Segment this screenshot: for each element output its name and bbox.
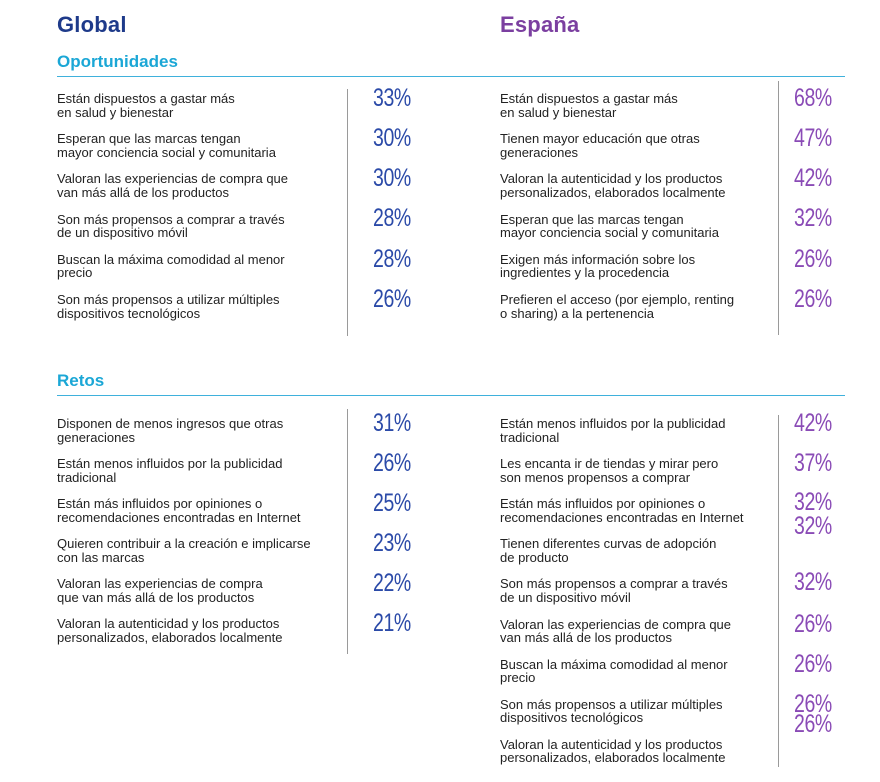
stat-percentage: 28%: [373, 244, 411, 273]
stat-row: Son más propensos a comprar a través de …: [500, 577, 880, 617]
stat-row: Buscan la máxima comodidad al menor prec…: [57, 253, 437, 293]
stat-description: Prefieren el acceso (por ejemplo, rentin…: [500, 292, 735, 321]
global-column-title: Global: [57, 12, 127, 37]
stat-description: Valoran las experiencias de compra que v…: [57, 576, 263, 605]
stat-row: Están dispuestos a gastar más en salud y…: [57, 92, 437, 132]
spain-column-title: España: [500, 12, 580, 37]
stat-row: Exigen más información sobre los ingredi…: [500, 253, 880, 293]
stat-percentage: 68%: [794, 84, 832, 112]
stat-percentage: 30%: [373, 164, 411, 193]
stat-description: Son más propensos a comprar a través de …: [57, 211, 285, 241]
stat-row: Esperan que las marcas tengan mayor conc…: [57, 132, 437, 172]
stat-description: Quieren contribuir a la creación e impli…: [57, 536, 311, 565]
ret-spain-separator: [778, 415, 779, 767]
stat-row: Quieren contribuir a la creación e impli…: [57, 537, 437, 577]
stat-percentage: 26%: [794, 709, 832, 738]
stat-description: Están más influidos por opiniones o reco…: [57, 496, 301, 525]
stat-percentage: 21%: [373, 609, 411, 637]
stat-description: Valoran las experiencias de compra que v…: [57, 171, 289, 200]
stat-description: Valoran la autenticidad y los productos …: [500, 736, 726, 766]
stat-row: Valoran las experiencias de compra que v…: [57, 172, 437, 212]
stat-description: Tienen mayor educación que otras generac…: [500, 131, 700, 160]
stat-description: Valoran la autenticidad y los productos …: [500, 171, 726, 200]
stat-row: Son más propensos a utilizar múltiples d…: [57, 293, 437, 333]
stat-row: Valoran la autenticidad y los productos …: [57, 617, 437, 657]
stat-percentage: 26%: [373, 285, 411, 313]
stat-row: Tienen diferentes curvas de adopción de …: [500, 537, 880, 577]
stat-row: Están menos influidos por la publicidad …: [57, 457, 437, 497]
opportunities-divider: [57, 76, 845, 77]
stat-description: Tienen diferentes curvas de adopción de …: [500, 536, 717, 565]
stat-row: Son más propensos a comprar a través de …: [57, 211, 437, 253]
stat-percentage: 37%: [794, 449, 832, 478]
stat-row: Están menos influidos por la publicidad …: [500, 417, 880, 457]
stat-description: Exigen más información sobre los ingredi…: [500, 251, 696, 281]
stat-description: Están dispuestos a gastar más en salud y…: [57, 91, 235, 120]
stat-description: Están dispuestos a gastar más en salud y…: [500, 91, 678, 120]
stat-percentage: 32%: [794, 203, 832, 232]
stat-row: Les encanta ir de tiendas y mirar pero s…: [500, 457, 880, 497]
opp-global-separator: [347, 89, 348, 336]
stat-row: Son más propensos a utilizar múltiples d…: [500, 696, 880, 738]
ret-global-separator: [347, 409, 348, 654]
stat-percentage: 47%: [794, 124, 832, 153]
stat-description: Les encanta ir de tiendas y mirar pero s…: [500, 456, 719, 485]
stat-percentage: 42%: [794, 409, 832, 437]
stat-row: Esperan que las marcas tengan mayor conc…: [500, 211, 880, 253]
stat-description: Buscan la máxima comodidad al menor prec…: [500, 656, 728, 686]
stat-row: Valoran las experiencias de compra que v…: [57, 577, 437, 617]
stat-percentage: 26%: [794, 609, 832, 638]
stat-percentage: 26%: [794, 285, 832, 313]
stat-description: Disponen de menos ingresos que otras gen…: [57, 416, 284, 445]
stat-description: Están menos influidos por la publicidad …: [500, 416, 726, 445]
stat-percentage: 32%: [794, 568, 832, 597]
stat-percentage: 26%: [794, 649, 832, 678]
stat-row: Valoran la autenticidad y los productos …: [500, 738, 880, 778]
stat-percentage: 26%: [794, 244, 832, 273]
stat-row: Buscan la máxima comodidad al menor prec…: [500, 656, 880, 698]
stat-percentage: 33%: [373, 84, 411, 112]
stat-row: Valoran la autenticidad y los productos …: [500, 172, 880, 212]
stat-percentage: 32%: [794, 488, 832, 517]
stat-row: Prefieren el acceso (por ejemplo, rentin…: [500, 293, 880, 333]
stat-row: Están más influidos por opiniones o reco…: [500, 497, 880, 537]
stat-row: Valoran las experiencias de compra que v…: [500, 616, 880, 658]
stat-description: Buscan la máxima comodidad al menor prec…: [57, 251, 285, 281]
stat-percentage: 30%: [373, 124, 411, 153]
stat-description: Valoran la autenticidad y los productos …: [57, 616, 283, 645]
stat-description: Están menos influidos por la publicidad …: [57, 456, 283, 485]
stat-description: Son más propensos a utilizar múltiples d…: [57, 292, 280, 321]
stat-description: Valoran las experiencias de compra que v…: [500, 616, 732, 645]
stat-percentage: 28%: [373, 203, 411, 232]
opp-spain-separator: [778, 81, 779, 335]
stat-description: Son más propensos a comprar a través de …: [500, 576, 728, 605]
stat-percentage: 22%: [373, 569, 411, 597]
stat-percentage: 31%: [373, 409, 411, 437]
stat-row: Están dispuestos a gastar más en salud y…: [500, 92, 880, 132]
stat-percentage: 26%: [794, 689, 832, 718]
challenges-section-title: Retos: [57, 371, 105, 390]
stat-description: Esperan que las marcas tengan mayor conc…: [57, 131, 276, 160]
challenges-divider: [57, 395, 845, 396]
stat-percentage: 42%: [794, 164, 832, 193]
stat-percentage: 23%: [373, 529, 411, 557]
stat-percentage: 32%: [794, 512, 832, 541]
stat-row: Están más influidos por opiniones o reco…: [57, 497, 437, 537]
stat-row: Disponen de menos ingresos que otras gen…: [57, 417, 437, 457]
opportunities-section-title: Oportunidades: [57, 52, 178, 71]
stat-description: Están más influidos por opiniones o reco…: [500, 496, 744, 525]
stat-percentage: 26%: [373, 449, 411, 477]
stat-row: Tienen mayor educación que otras generac…: [500, 132, 880, 172]
stat-description: Esperan que las marcas tengan mayor conc…: [500, 211, 719, 241]
stat-description: Son más propensos a utilizar múltiples d…: [500, 696, 723, 726]
stat-percentage: 25%: [373, 489, 411, 517]
